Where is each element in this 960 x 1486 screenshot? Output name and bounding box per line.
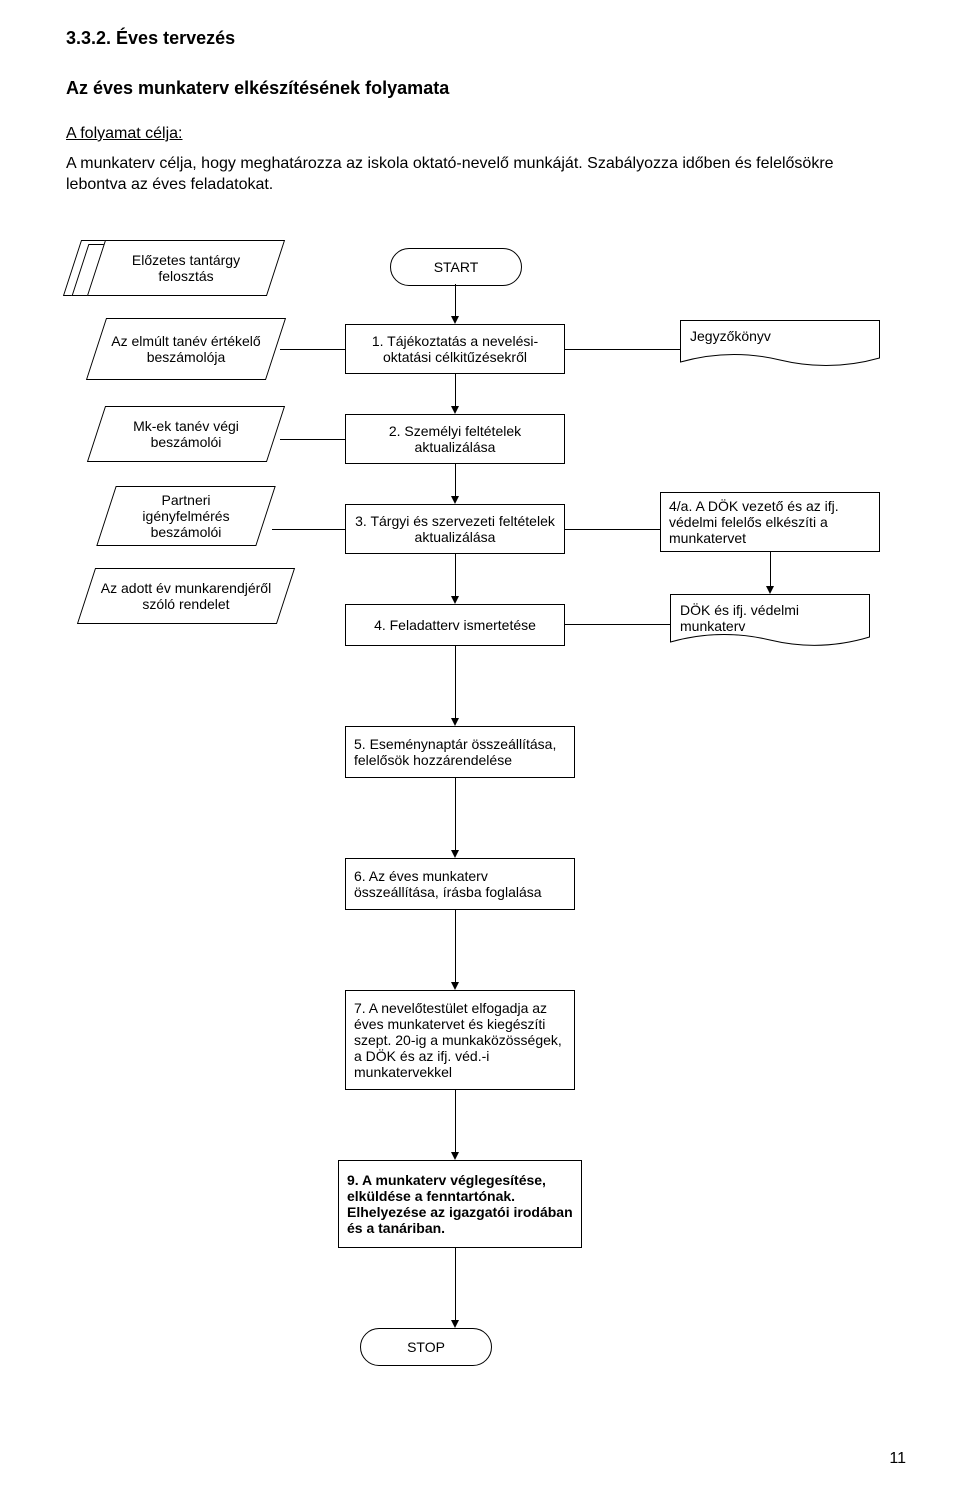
input-parallelogram: Mk-ek tanév végi beszámolói [96,406,276,462]
process-step-5: 5. Eseménynaptár összeállítása, felelősö… [345,726,575,778]
input-parallelogram: Előzetes tantárgy felosztás [96,240,276,296]
terminator-stop: STOP [360,1328,492,1366]
input-parallelogram: Az adott év munkarendjéről szóló rendele… [86,568,286,624]
page-number: 11 [889,1450,906,1468]
output-document-dok: DÖK és ifj. védelmi munkaterv [670,594,870,650]
process-step-3: 3. Tárgyi és szervezeti feltételek aktua… [345,504,565,554]
goal-text: A munkaterv célja, hogy meghatározza az … [66,154,886,196]
process-step-9: 9. A munkaterv véglegesítése, elküldése … [338,1160,582,1248]
input-label: Az elmúlt tanév értékelő beszámolója [110,333,262,365]
input-parallelogram: Az elmúlt tanév értékelő beszámolója [96,318,276,380]
input-label: Az adott év munkarendjéről szóló rendele… [100,580,272,612]
terminator-start: START [390,248,522,286]
output-label: DÖK és ifj. védelmi munkaterv [680,602,860,634]
input-label: Előzetes tantárgy felosztás [110,252,262,284]
output-label: Jegyzőkönyv [690,328,870,344]
process-step-7: 7. A nevelőtestület elfogadja az éves mu… [345,990,575,1090]
process-step-6: 6. Az éves munkaterv összeállítása, írás… [345,858,575,910]
section-subtitle: Az éves munkaterv elkészítésének folyama… [66,78,449,99]
process-4a: 4/a. A DÖK vezető és az ifj. védelmi fel… [660,492,880,552]
section-heading: 3.3.2. Éves tervezés [66,28,235,49]
process-step-4: 4. Feladatterv ismertetése [345,604,565,646]
process-step-1: 1. Tájékoztatás a nevelési-oktatási célk… [345,324,565,374]
document-page: 3.3.2. Éves tervezés Az éves munkaterv e… [0,0,960,1486]
input-parallelogram: Partneri igényfelmérés beszámolói [106,486,266,546]
goal-label: A folyamat célja: [66,124,183,145]
input-label: Partneri igényfelmérés beszámolói [120,492,252,540]
output-document-jegyzokonyv: Jegyzőkönyv [680,320,880,370]
process-step-2: 2. Személyi feltételek aktualizálása [345,414,565,464]
input-label: Mk-ek tanév végi beszámolói [110,418,262,450]
